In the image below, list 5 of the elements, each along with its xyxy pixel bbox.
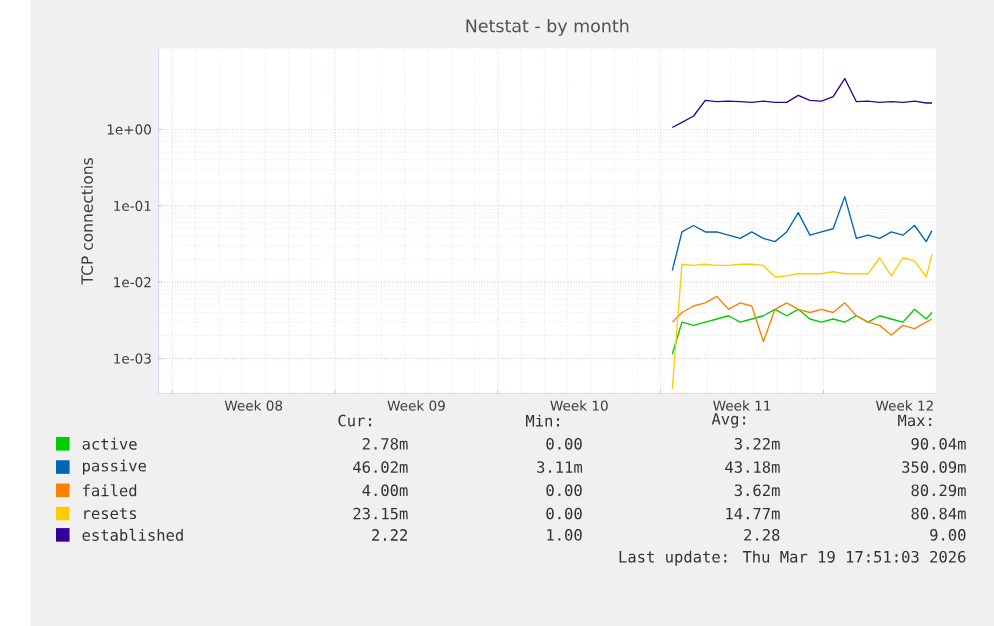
line-series: [671, 308, 933, 355]
line-series: [671, 77, 933, 129]
chart-title: Netstat - by month: [466, 18, 629, 36]
line-series: [671, 295, 933, 343]
line-series: [671, 195, 933, 272]
